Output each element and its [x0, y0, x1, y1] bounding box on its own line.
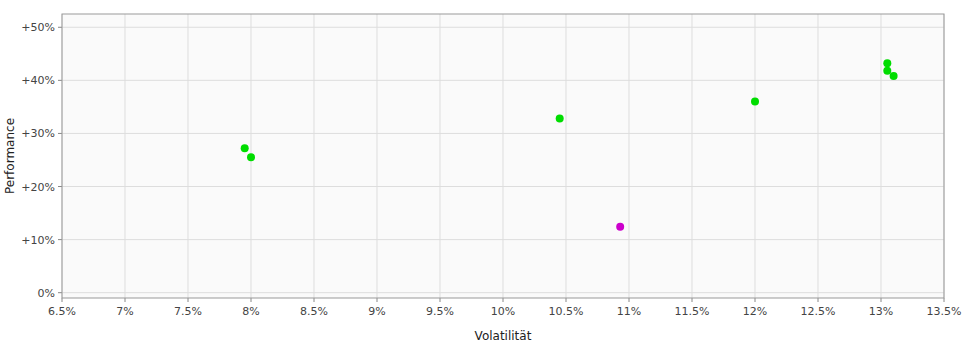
grid-line: [314, 14, 315, 298]
grid-line: [566, 14, 567, 298]
tick-label: +30%: [21, 127, 55, 140]
tick-mark: [881, 298, 882, 302]
point: [616, 223, 624, 231]
grid-line: [755, 14, 756, 298]
points: [241, 59, 898, 230]
tick-label: 7%: [116, 305, 133, 318]
point: [883, 67, 891, 75]
tick-label: +10%: [21, 234, 55, 247]
grid-line: [881, 14, 882, 298]
tick-label: 9.5%: [426, 305, 454, 318]
tick-label: 8%: [242, 305, 259, 318]
tick-label: +50%: [21, 21, 55, 34]
point: [247, 153, 255, 161]
tick-mark: [566, 298, 567, 302]
series: [616, 223, 624, 231]
tick-mark: [818, 298, 819, 302]
grid-line: [377, 14, 378, 298]
tick-mark: [944, 298, 945, 302]
tick-label: +20%: [21, 181, 55, 194]
tick-mark: [188, 298, 189, 302]
grid-line: [188, 14, 189, 298]
tick-label: 10%: [491, 305, 515, 318]
grid-line: [62, 80, 944, 81]
tick-label: 11.5%: [675, 305, 710, 318]
grid-line: [440, 14, 441, 298]
tick-mark: [314, 298, 315, 302]
tick-label: 7.5%: [174, 305, 202, 318]
grid-line: [62, 239, 944, 240]
grid-line: [125, 14, 126, 298]
point: [556, 115, 564, 123]
tick-label: 6.5%: [48, 305, 76, 318]
tick-label: 13.5%: [927, 305, 962, 318]
tick-mark: [62, 298, 63, 302]
point: [241, 144, 249, 152]
grid-line: [629, 14, 630, 298]
grid: [62, 14, 944, 298]
series: [241, 59, 898, 161]
tick-mark: [503, 298, 504, 302]
tick-mark: [440, 298, 441, 302]
grid-line: [62, 133, 944, 134]
axes: 6.5% 7% 7.5% 8% 8.5% 9% 9.5% 10% 10.5% 11% 11.5% 12…: [21, 14, 961, 318]
grid-line: [818, 14, 819, 298]
tick-label: 9%: [368, 305, 385, 318]
tick-label: 10.5%: [549, 305, 584, 318]
x-axis-label: Volatilität: [475, 329, 532, 343]
plot-area: [62, 14, 944, 298]
tick-mark: [629, 298, 630, 302]
tick-mark: [125, 298, 126, 302]
tick-mark: [58, 27, 62, 28]
point: [751, 98, 759, 106]
tick-label: 12%: [743, 305, 767, 318]
tick-label: 8.5%: [300, 305, 328, 318]
point: [883, 59, 891, 67]
tick-label: 13%: [869, 305, 893, 318]
plot-frame: [62, 14, 944, 298]
tick-mark: [377, 298, 378, 302]
tick-label: +40%: [21, 74, 55, 87]
tick-label: 0%: [38, 287, 55, 300]
grid-line: [692, 14, 693, 298]
grid-line: [503, 14, 504, 298]
tick-mark: [58, 80, 62, 81]
tick-mark: [692, 298, 693, 302]
tick-mark: [58, 133, 62, 134]
chart: 6.5% 7% 7.5% 8% 8.5% 9% 9.5% 10% 10.5% 11% 11.5% 12…: [0, 0, 966, 350]
tick-label: 12.5%: [801, 305, 836, 318]
tick-mark: [251, 298, 252, 302]
tick-label: 11%: [617, 305, 641, 318]
grid-line: [62, 292, 944, 293]
tick-mark: [58, 239, 62, 240]
grid-line: [62, 27, 944, 28]
tick-mark: [58, 292, 62, 293]
grid-line: [62, 186, 944, 187]
point: [890, 72, 898, 80]
y-axis-label: Performance: [3, 118, 17, 194]
tick-mark: [755, 298, 756, 302]
tick-mark: [58, 186, 62, 187]
